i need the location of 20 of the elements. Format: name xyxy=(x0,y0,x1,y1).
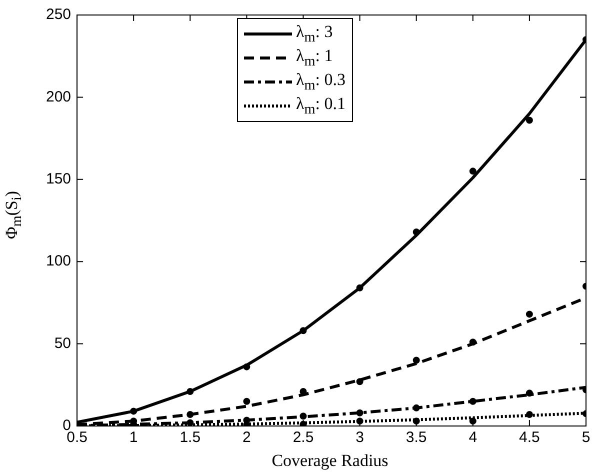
x-axis-title: Coverage Radius xyxy=(270,451,390,471)
x-tick-label: 2.5 xyxy=(292,429,314,446)
y-tick-label: 100 xyxy=(46,252,72,270)
legend-label: λ$_{m}$: 0.1 xyxy=(296,94,346,118)
x-tick-label: 4.5 xyxy=(519,429,540,446)
x-tick-label: 5 xyxy=(582,429,590,446)
x-tick-label: 3.5 xyxy=(406,429,427,446)
legend-label: λ$_{m}$: 0.3 xyxy=(296,70,346,94)
legend-label: λ$_{m}$: 3 xyxy=(296,22,333,46)
x-tick-label: 4 xyxy=(468,429,478,446)
y-tick-label: 200 xyxy=(46,88,72,106)
y-tick-label: 150 xyxy=(46,170,72,188)
y-tick-label: 250 xyxy=(46,6,72,24)
legend-label: λ$_{m}$: 1 xyxy=(296,46,333,70)
y-tick-label: 50 xyxy=(54,334,72,352)
x-tick-label: 1.5 xyxy=(180,429,201,446)
x-tick-label: 3 xyxy=(356,429,364,446)
x-tick-label: 2 xyxy=(242,429,251,446)
x-tick-label: 1 xyxy=(129,429,138,446)
x-tick-label: 0.5 xyxy=(66,429,88,446)
